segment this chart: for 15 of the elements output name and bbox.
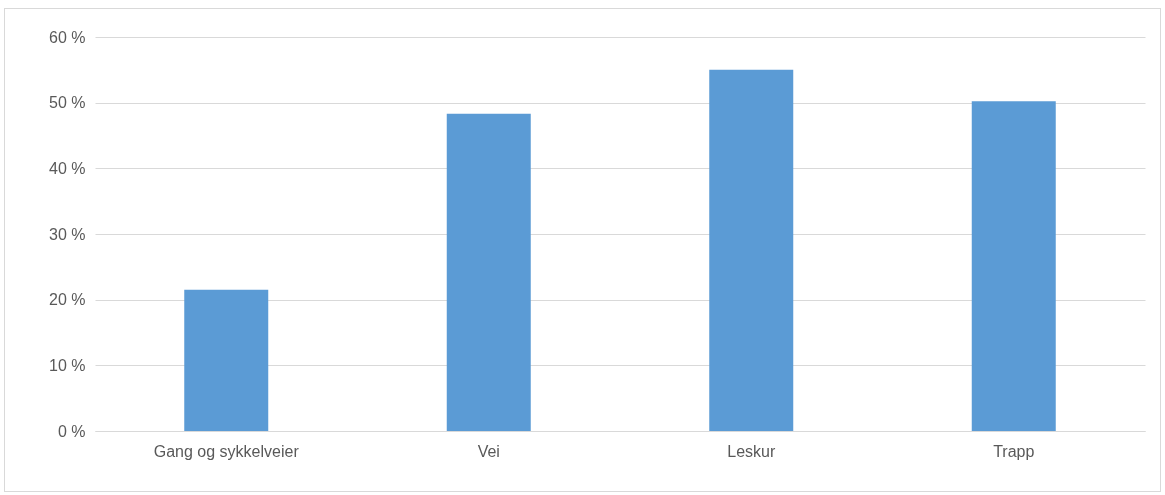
bar (446, 113, 531, 431)
bar (971, 101, 1056, 431)
bar (184, 289, 269, 431)
y-tick-label: 0 % (57, 422, 86, 440)
x-tick-label: Trapp (993, 442, 1035, 460)
y-tick-label: 30 % (49, 225, 86, 243)
y-tick-label: 10 % (49, 356, 86, 374)
y-tick-label: 60 % (49, 28, 86, 46)
y-tick-label: 20 % (49, 291, 86, 309)
y-tick-label: 40 % (49, 159, 86, 177)
x-tick-label: Gang og sykkelveier (153, 442, 300, 460)
x-tick-label: Vei (477, 442, 500, 460)
y-tick-label: 50 % (49, 94, 86, 112)
bar (709, 69, 794, 431)
x-tick-label: Leskur (727, 442, 776, 460)
